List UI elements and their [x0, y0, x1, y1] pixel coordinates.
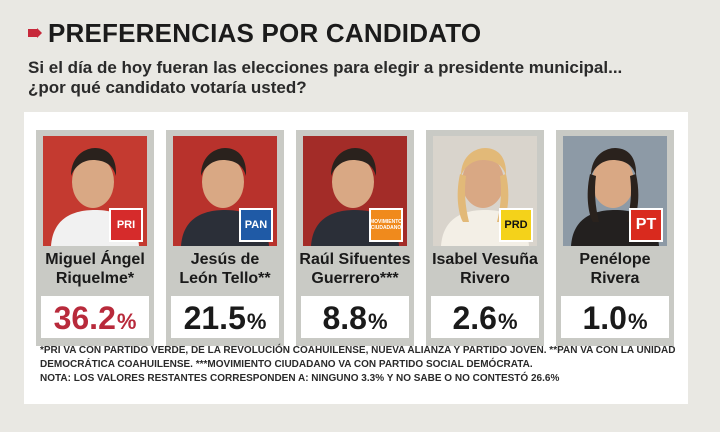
results-panel: PRI Miguel Ángel Riquelme* 36.2% PAN Jesús de… — [24, 112, 688, 404]
vote-share-number: 36.2 — [53, 300, 116, 336]
chart-title: PREFERENCIAS POR CANDIDATO — [48, 17, 482, 48]
vote-share-number: 8.8 — [322, 300, 367, 336]
candidate-name-line-2: Rivera — [590, 270, 640, 287]
candidate-card: PT Penélope Rivera 1.0% — [556, 130, 674, 346]
candidate-name-line-1: Penélope — [579, 251, 651, 268]
candidate-photo: PRD — [433, 136, 537, 246]
candidate-name: Miguel Ángel Riquelme* — [36, 250, 154, 288]
candidate-name-line-2: León Tello** — [179, 270, 271, 287]
candidate-name-line-1: Raúl Sifuentes — [299, 251, 411, 268]
vote-share-unit: % — [116, 309, 137, 334]
candidate-card: MOVIMIENTO CIUDADANO Raúl Sifuentes Guerre… — [296, 130, 414, 346]
candidate-name-line-2: Rivero — [460, 270, 510, 287]
party-logo-label: PRD — [504, 219, 528, 231]
candidate-photo: PAN — [173, 136, 277, 246]
vote-share-value: 8.8% — [301, 296, 409, 338]
vote-share-number: 21.5 — [183, 300, 246, 336]
candidate-photo: PRI — [43, 136, 147, 246]
candidate-photo: MOVIMIENTO CIUDADANO — [303, 136, 407, 246]
footnote-line-1: *PRI VA CON PARTIDO VERDE, DE LA REVOLUC… — [40, 345, 676, 356]
candidate-name: Raúl Sifuentes Guerrero*** — [296, 250, 414, 288]
party-logo-icon: PT — [629, 208, 663, 242]
vote-share-number: 2.6 — [452, 300, 497, 336]
party-logo-label: PT — [635, 216, 657, 233]
vote-share-number: 1.0 — [582, 300, 627, 336]
footnote-line-2: DEMOCRÁTICA COAHUILENSE. ***MOVIMIENTO C… — [40, 359, 533, 370]
candidate-photo: PT — [563, 136, 667, 246]
party-logo-icon: PRI — [109, 208, 143, 242]
candidate-name: Jesús de León Tello** — [166, 250, 284, 288]
candidate-name-line-1: Miguel Ángel — [45, 251, 145, 268]
candidate-name-line-2: Guerrero*** — [311, 270, 399, 287]
vote-share-value: 1.0% — [561, 296, 669, 338]
vote-share-value: 2.6% — [431, 296, 539, 338]
candidate-card: PRI Miguel Ángel Riquelme* 36.2% — [36, 130, 154, 346]
vote-share-value: 21.5% — [171, 296, 279, 338]
candidate-name: Isabel Vesuña Rivero — [426, 250, 544, 288]
party-logo-icon: MOVIMIENTO CIUDADANO — [369, 208, 403, 242]
vote-share-unit: % — [497, 309, 518, 334]
question-line-1: Si el día de hoy fueran las elecciones p… — [28, 58, 623, 77]
candidate-name-line-1: Jesús de — [190, 251, 260, 268]
vote-share-unit: % — [627, 309, 648, 334]
vote-share-unit: % — [367, 309, 388, 334]
candidate-cards: PRI Miguel Ángel Riquelme* 36.2% PAN Jesús de… — [34, 130, 684, 346]
party-logo-label: MOVIMIENTO CIUDADANO — [369, 219, 403, 231]
footnotes: *PRI VA CON PARTIDO VERDE, DE LA REVOLUC… — [40, 344, 680, 386]
party-logo-icon: PRD — [499, 208, 533, 242]
candidate-card: PRD Isabel Vesuña Rivero 2.6% — [426, 130, 544, 346]
candidate-card: PAN Jesús de León Tello** 21.5% — [166, 130, 284, 346]
vote-share-value: 36.2% — [41, 296, 149, 338]
vote-share-unit: % — [246, 309, 267, 334]
title-row: PREFERENCIAS POR CANDIDATO — [28, 16, 481, 50]
candidate-name: Penélope Rivera — [556, 250, 674, 288]
survey-question: Si el día de hoy fueran las elecciones p… — [28, 58, 688, 98]
party-logo-label: PRI — [116, 219, 136, 231]
question-line-2: ¿por qué candidato votaría usted? — [28, 78, 307, 97]
footnote-line-3: NOTA: LOS VALORES RESTANTES CORRESPONDEN… — [40, 373, 560, 384]
party-logo-icon: PAN — [239, 208, 273, 242]
candidate-name-line-2: Riquelme* — [55, 270, 135, 287]
candidate-name-line-1: Isabel Vesuña — [432, 251, 538, 268]
party-logo-label: PAN — [244, 219, 268, 231]
arrow-icon — [28, 28, 42, 38]
